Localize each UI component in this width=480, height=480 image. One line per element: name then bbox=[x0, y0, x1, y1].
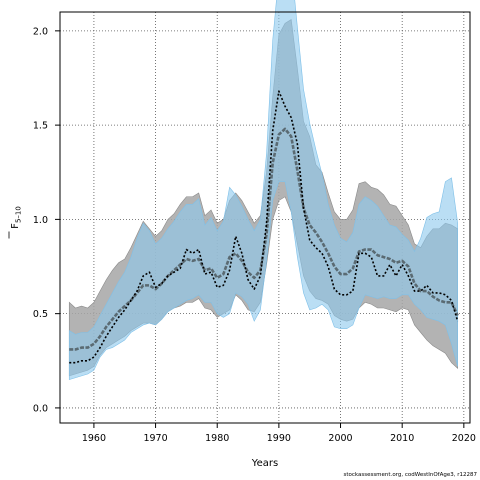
y-tick-label: 0.0 bbox=[33, 403, 48, 414]
x-axis-title: Years bbox=[251, 458, 278, 469]
footer-credit: stockassessment.org, codWestInOfAge3, r1… bbox=[343, 472, 477, 478]
x-tick-label: 1980 bbox=[205, 433, 229, 444]
x-tick-label: 2020 bbox=[452, 433, 476, 444]
confidence-band-blue bbox=[68, 0, 458, 381]
y-axis-title: F5–10 bbox=[8, 206, 23, 239]
svg-text:F5–10: F5–10 bbox=[10, 206, 23, 229]
x-tick-label: 2000 bbox=[328, 433, 352, 444]
estimate-line-dotted bbox=[69, 90, 459, 364]
line-layer bbox=[69, 90, 459, 364]
y-tick-label: 2.0 bbox=[33, 26, 48, 37]
y-axis-title-main: F bbox=[10, 223, 21, 229]
y-tick-label: 1.0 bbox=[33, 215, 48, 226]
band-layer bbox=[68, 0, 458, 381]
x-tick-label: 1970 bbox=[143, 433, 167, 444]
y-tick-label: 1.5 bbox=[33, 121, 48, 132]
x-tick-label: 1990 bbox=[267, 433, 291, 444]
tick-layer: 1960 1970 1980 1990 2000 2010 2020 0.0 0.5 1.0 1.5… bbox=[33, 26, 476, 444]
estimate-line-gray bbox=[69, 127, 459, 351]
plot-frame bbox=[59, 11, 471, 424]
y-tick-label: 0.5 bbox=[33, 309, 48, 320]
y-axis-title-subscript: 5–10 bbox=[15, 206, 23, 223]
x-tick-label: 2010 bbox=[390, 433, 414, 444]
x-tick-label: 1960 bbox=[82, 433, 106, 444]
